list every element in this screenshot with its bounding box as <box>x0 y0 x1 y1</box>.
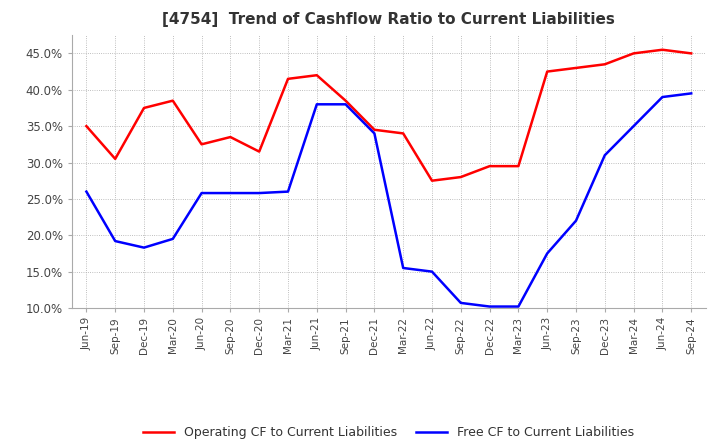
Free CF to Current Liabilities <box>428 269 436 274</box>
Free CF to Current Liabilities <box>341 102 350 107</box>
Legend: Operating CF to Current Liabilities, Free CF to Current Liabilities: Operating CF to Current Liabilities, Fre… <box>138 421 639 440</box>
Title: [4754]  Trend of Cashflow Ratio to Current Liabilities: [4754] Trend of Cashflow Ratio to Curren… <box>163 12 615 27</box>
Free CF to Current Liabilities <box>82 189 91 194</box>
Free CF to Current Liabilities <box>284 189 292 194</box>
Free CF to Current Liabilities <box>370 131 379 136</box>
Operating CF to Current Liabilities <box>399 131 408 136</box>
Operating CF to Current Liabilities <box>312 73 321 78</box>
Operating CF to Current Liabilities <box>111 156 120 161</box>
Free CF to Current Liabilities <box>140 245 148 250</box>
Free CF to Current Liabilities <box>514 304 523 309</box>
Operating CF to Current Liabilities <box>168 98 177 103</box>
Free CF to Current Liabilities <box>572 218 580 224</box>
Free CF to Current Liabilities <box>629 124 638 129</box>
Free CF to Current Liabilities <box>687 91 696 96</box>
Operating CF to Current Liabilities <box>226 134 235 139</box>
Operating CF to Current Liabilities <box>341 98 350 103</box>
Operating CF to Current Liabilities <box>140 105 148 110</box>
Operating CF to Current Liabilities <box>284 76 292 81</box>
Operating CF to Current Liabilities <box>82 124 91 129</box>
Free CF to Current Liabilities <box>226 191 235 196</box>
Free CF to Current Liabilities <box>168 236 177 242</box>
Free CF to Current Liabilities <box>255 191 264 196</box>
Operating CF to Current Liabilities <box>456 174 465 180</box>
Operating CF to Current Liabilities <box>255 149 264 154</box>
Free CF to Current Liabilities <box>197 191 206 196</box>
Free CF to Current Liabilities <box>111 238 120 244</box>
Free CF to Current Liabilities <box>485 304 494 309</box>
Operating CF to Current Liabilities <box>572 65 580 70</box>
Operating CF to Current Liabilities <box>197 142 206 147</box>
Operating CF to Current Liabilities <box>543 69 552 74</box>
Free CF to Current Liabilities <box>543 251 552 256</box>
Line: Operating CF to Current Liabilities: Operating CF to Current Liabilities <box>86 50 691 181</box>
Free CF to Current Liabilities <box>456 300 465 305</box>
Operating CF to Current Liabilities <box>600 62 609 67</box>
Free CF to Current Liabilities <box>658 95 667 100</box>
Free CF to Current Liabilities <box>399 265 408 271</box>
Operating CF to Current Liabilities <box>687 51 696 56</box>
Operating CF to Current Liabilities <box>428 178 436 183</box>
Operating CF to Current Liabilities <box>514 164 523 169</box>
Operating CF to Current Liabilities <box>370 127 379 132</box>
Line: Free CF to Current Liabilities: Free CF to Current Liabilities <box>86 93 691 307</box>
Free CF to Current Liabilities <box>312 102 321 107</box>
Operating CF to Current Liabilities <box>658 47 667 52</box>
Operating CF to Current Liabilities <box>629 51 638 56</box>
Free CF to Current Liabilities <box>600 153 609 158</box>
Operating CF to Current Liabilities <box>485 164 494 169</box>
